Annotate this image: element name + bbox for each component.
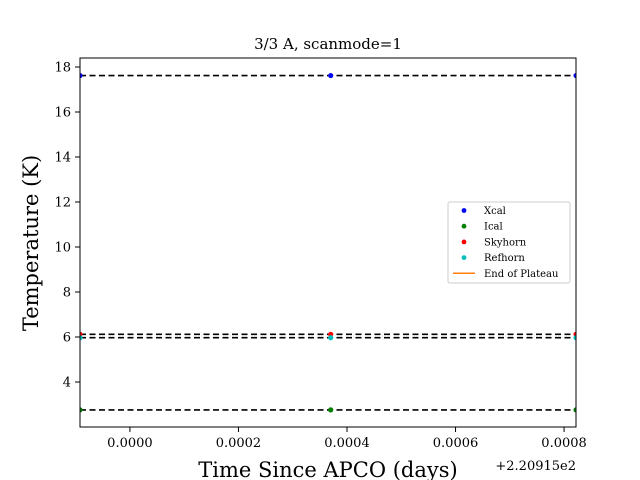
- legend-label: Refhorn: [484, 253, 525, 264]
- y-tick-label: 6: [63, 331, 71, 346]
- y-tick-label: 4: [63, 376, 71, 391]
- data-point-refhorn: [573, 335, 576, 341]
- plot-marks: [80, 72, 576, 413]
- legend-label: End of Plateau: [484, 269, 559, 280]
- data-point-refhorn: [328, 335, 334, 341]
- y-tick-label: 14: [54, 151, 71, 166]
- legend-label: Ical: [484, 222, 503, 233]
- plot-area: [79, 57, 577, 428]
- legend-marker-skyhorn: [461, 239, 467, 245]
- x-tick-label: 0.0000: [107, 436, 153, 451]
- y-tick-label: 18: [54, 61, 71, 76]
- data-point-refhorn: [80, 335, 83, 341]
- y-tick-label: 16: [54, 106, 71, 121]
- data-point-xcal: [328, 72, 334, 79]
- data-point-xcal: [573, 72, 576, 79]
- x-axis-offset-label: +2.20915e2: [495, 459, 576, 474]
- x-tick-label: 0.0006: [433, 436, 479, 451]
- y-tick-label: 8: [63, 286, 71, 301]
- legend-marker-ical: [461, 223, 467, 229]
- data-point-ical: [573, 407, 576, 413]
- legend-label: Skyhorn: [484, 237, 527, 248]
- axes-ticks: 0.0000 0.0002 0.0004 0.0006 0.0008 4 6 8 10 12 14 1…: [54, 61, 586, 452]
- x-tick-label: 0.0002: [216, 436, 262, 451]
- chart-title: 3/3 A, scanmode=1: [254, 35, 402, 53]
- y-axis-label: Temperature (K): [19, 155, 43, 331]
- data-point-xcal: [80, 72, 83, 79]
- x-axis-label: Time Since APCO (days): [198, 458, 457, 480]
- y-tick-label: 10: [54, 241, 71, 256]
- data-point-ical: [80, 407, 83, 413]
- x-tick-label: 0.0004: [324, 436, 370, 451]
- legend-marker-refhorn: [461, 255, 467, 260]
- x-tick-label: 0.0008: [541, 436, 587, 451]
- legend: Xcal Ical Skyhorn Refhorn End of Plateau: [447, 201, 571, 284]
- legend-box: [447, 201, 571, 284]
- legend-label: Xcal: [484, 206, 506, 217]
- y-tick-label: 12: [54, 196, 71, 211]
- axes-frame: [79, 57, 577, 428]
- legend-marker-xcal: [461, 208, 467, 213]
- data-point-ical: [328, 407, 334, 413]
